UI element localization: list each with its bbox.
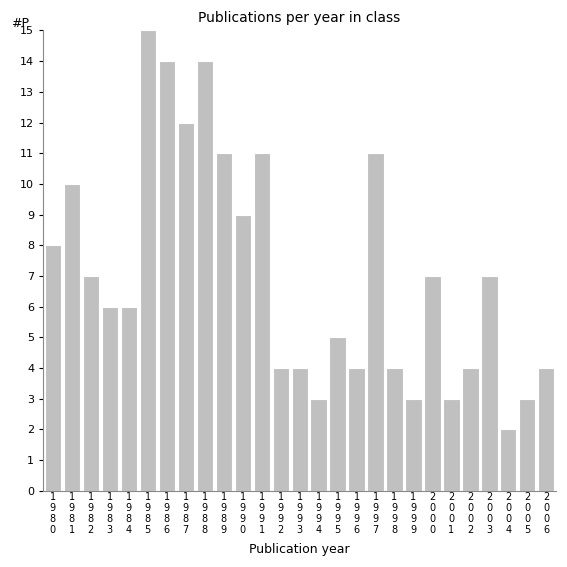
Bar	[311, 399, 327, 491]
Bar	[387, 368, 403, 491]
Bar	[45, 246, 61, 491]
Bar	[101, 307, 118, 491]
Bar	[215, 153, 232, 491]
Bar	[159, 61, 175, 491]
Bar	[519, 399, 535, 491]
Bar	[367, 153, 384, 491]
Title: Publications per year in class: Publications per year in class	[198, 11, 401, 25]
Bar	[538, 368, 555, 491]
Y-axis label: #P: #P	[11, 18, 29, 31]
Bar	[177, 122, 194, 491]
Bar	[139, 31, 156, 491]
Bar	[83, 276, 99, 491]
Bar	[253, 153, 270, 491]
Bar	[329, 337, 346, 491]
Bar	[405, 399, 421, 491]
Bar	[425, 276, 441, 491]
Bar	[235, 214, 251, 491]
Bar	[443, 399, 459, 491]
X-axis label: Publication year: Publication year	[249, 543, 350, 556]
Bar	[197, 61, 213, 491]
Bar	[291, 368, 308, 491]
Bar	[462, 368, 479, 491]
Bar	[481, 276, 497, 491]
Bar	[500, 429, 517, 491]
Bar	[273, 368, 289, 491]
Bar	[121, 307, 137, 491]
Bar	[64, 184, 80, 491]
Bar	[349, 368, 365, 491]
